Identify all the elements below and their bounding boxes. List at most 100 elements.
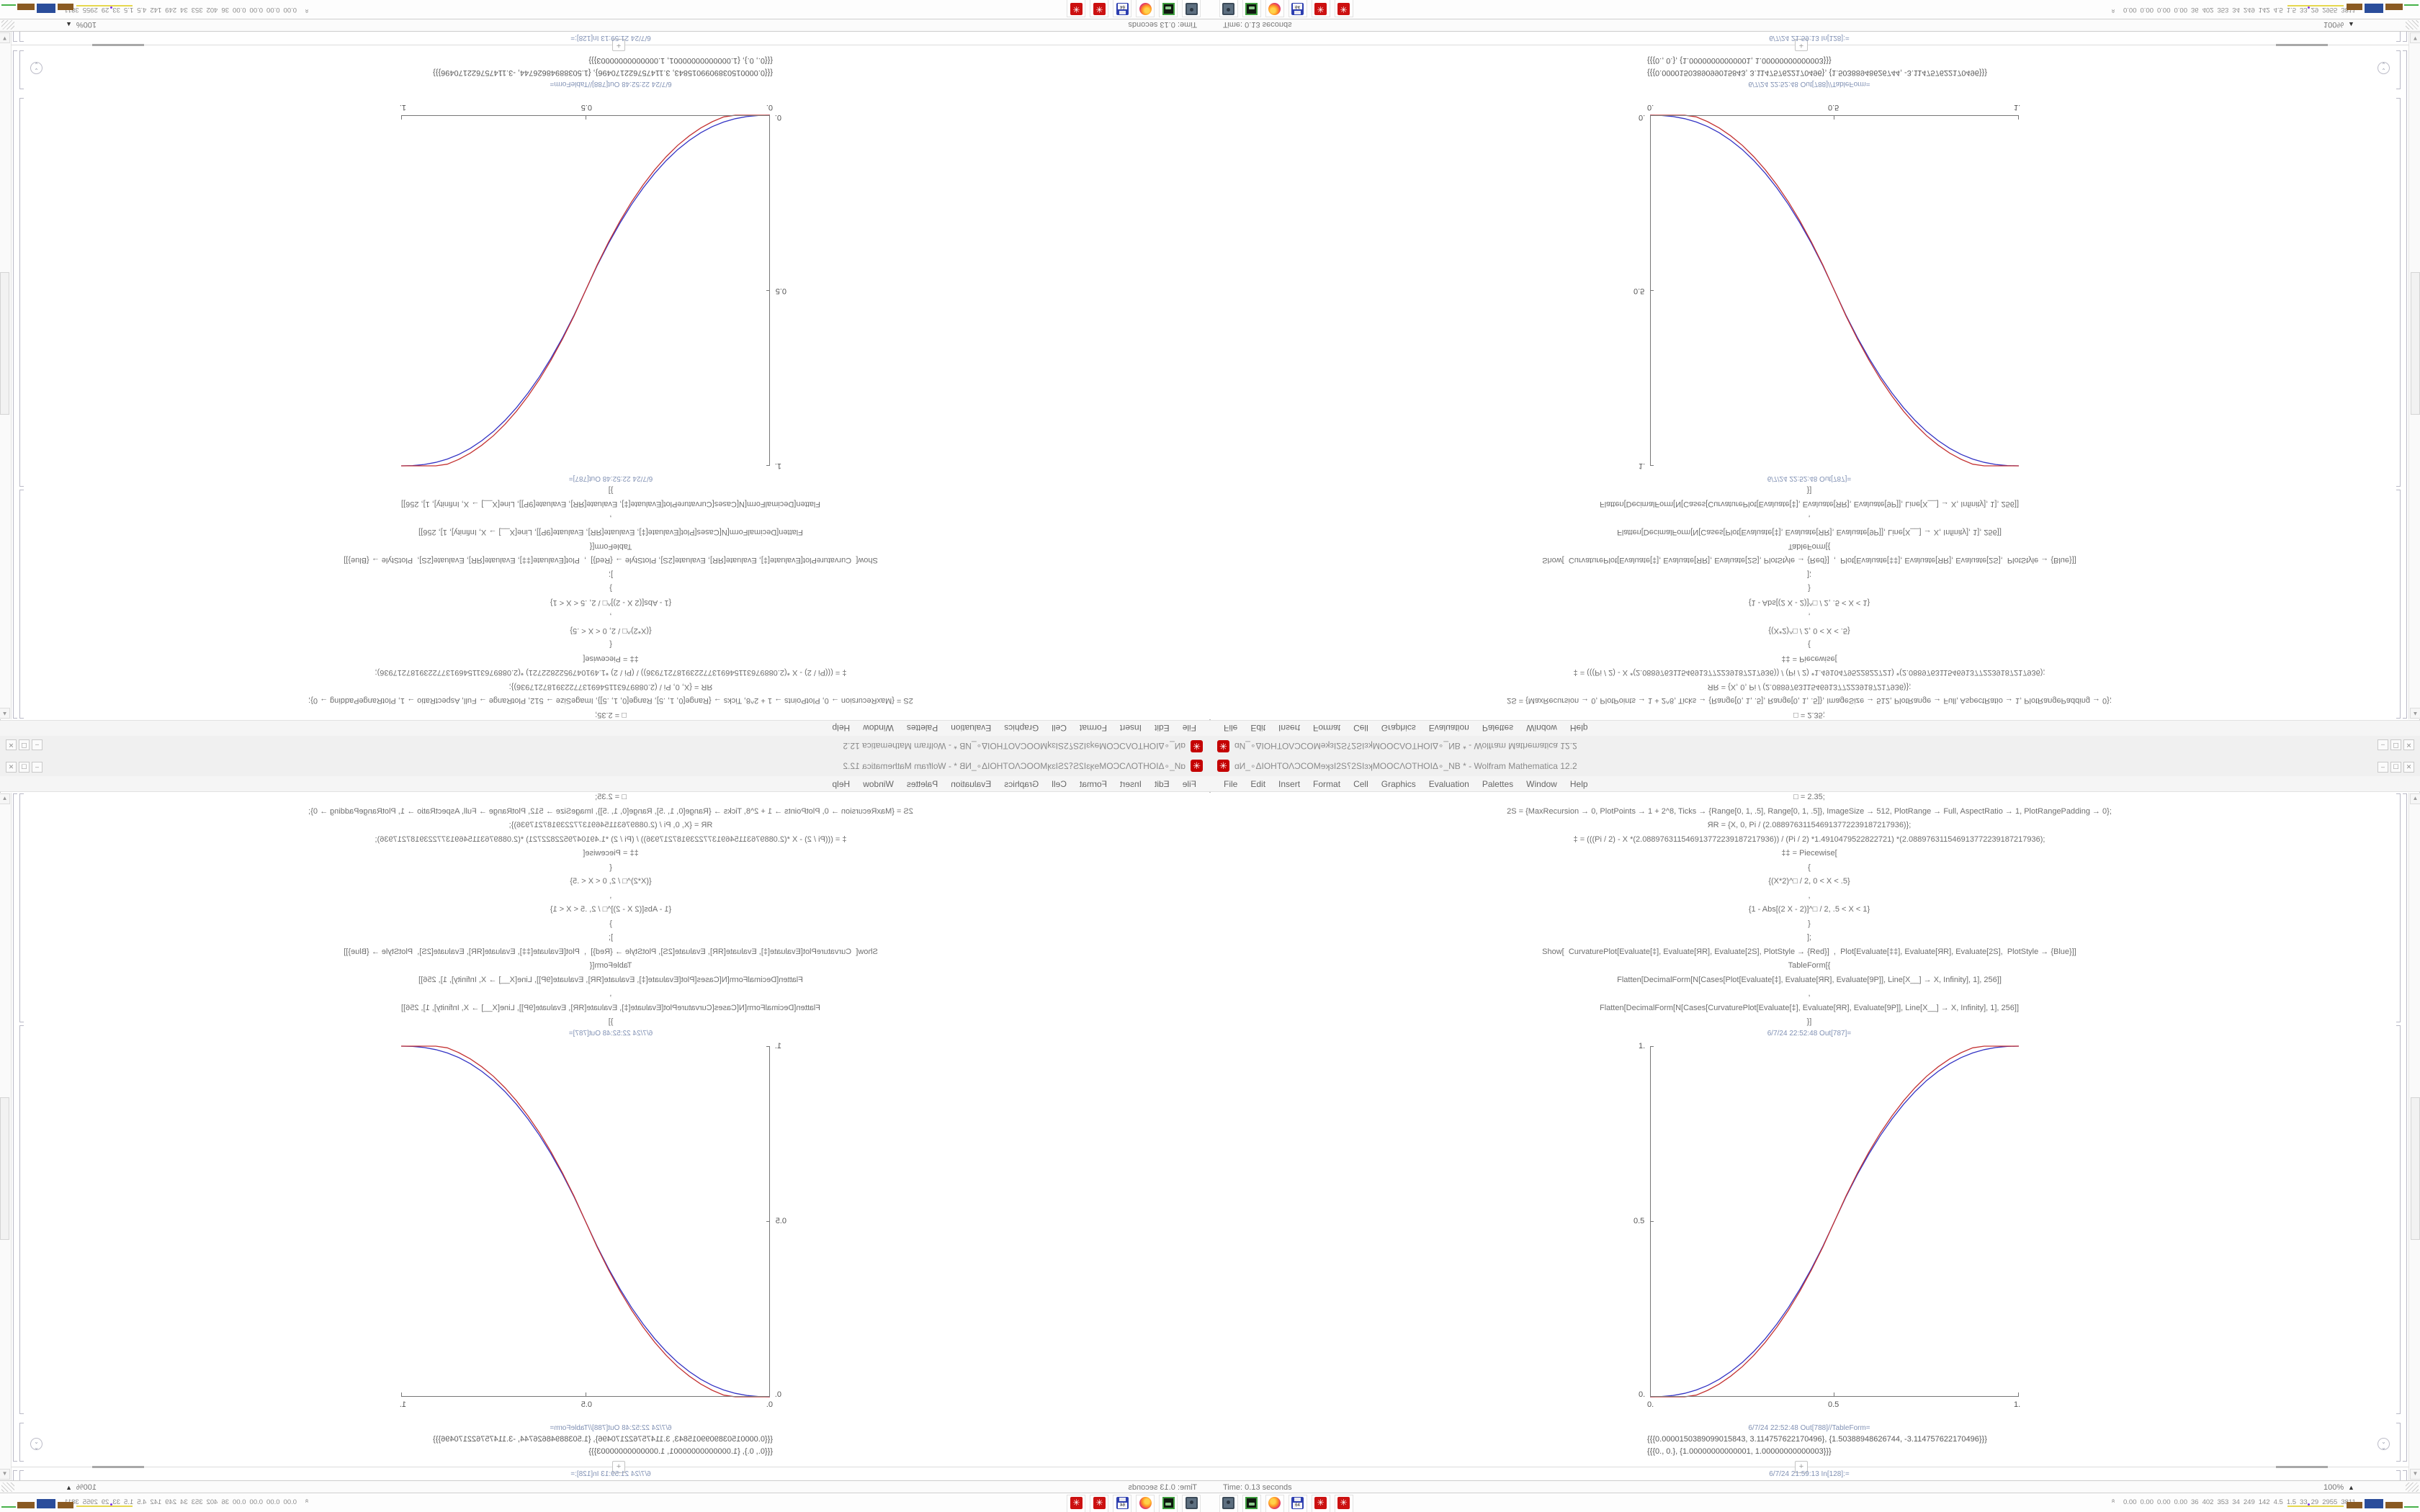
mathematica-frontend-icon[interactable]: ✳ [1335,0,1353,17]
floppy-64-icon[interactable]: 64 [1113,1495,1131,1512]
screenshot-tool-icon[interactable] [1219,1495,1238,1512]
menu-graphics[interactable]: Graphics [1004,778,1039,789]
title-bar[interactable]: ✳ ɑИ_∘ΔΙΟΗΤΟΛϽϹΟΜɘʞɜΙ2S⸮2SΙɜʞΜΟΟϹΛΟΤΗΟΙΔ… [0,756,1210,776]
menu-graphics[interactable]: Graphics [1004,723,1039,734]
menu-file[interactable]: File [1224,778,1238,789]
input-cell-code[interactable]: □ = 2.35; 2S = {MaxRecursion → 0, PlotPo… [12,791,1210,1030]
scroll-up-icon[interactable]: ▲ [0,793,10,804]
input-cell-code[interactable]: □ = 2.35; 2S = {MaxRecursion → 0, PlotPo… [1210,483,2408,722]
scroll-down-icon[interactable]: ▼ [2410,1469,2420,1480]
in128-cell-bracket[interactable] [19,30,24,42]
close-button[interactable]: ✕ [6,739,17,750]
tray-expand-icon[interactable]: » [302,9,311,12]
menu-graphics[interactable]: Graphics [1381,778,1416,789]
menu-edit[interactable]: Edit [1154,723,1170,734]
mathematica-frontend-icon[interactable]: ✳ [1067,0,1085,17]
menu-edit[interactable]: Edit [1250,723,1266,734]
out788-cell-bracket[interactable] [2396,50,2401,89]
tray-expand-icon[interactable]: » [302,1500,311,1503]
scroll-up-icon[interactable]: ▲ [0,708,10,719]
tray-expand-icon[interactable]: » [2109,1500,2118,1503]
zoom-level[interactable]: 100% [76,20,97,29]
tray-expand-icon[interactable]: » [2109,9,2118,12]
menu-file[interactable]: File [1224,723,1238,734]
resize-grip-icon[interactable] [1,1482,14,1492]
cell-group-bracket[interactable] [2403,793,2407,1462]
terminal-icon[interactable] [1159,0,1178,17]
resize-grip-icon[interactable] [2406,20,2419,30]
menu-graphics[interactable]: Graphics [1381,723,1416,734]
menu-insert[interactable]: Insert [1119,723,1142,734]
menu-file[interactable]: File [1182,778,1196,789]
zoom-menu-arrow-icon[interactable]: ▲ [2348,21,2354,28]
scroll-to-end-button[interactable]: ⌄ ⌄ [30,1438,42,1451]
cell-group-bracket[interactable] [13,793,17,1462]
screenshot-tool-icon[interactable] [1219,0,1238,17]
menu-evaluation[interactable]: Evaluation [951,723,992,734]
mathematica-frontend-icon[interactable]: ✳ [1335,1495,1353,1512]
title-bar[interactable]: ✳ ɑИ_∘ΔΙΟΗΤΟΛϽϹΟΜɘʞɜΙ2S⸮2SΙɜʞΜΟΟϹΛΟΤΗΟΙΔ… [0,736,1210,756]
vertical-scrollbar[interactable]: ▲ ▼ [0,32,12,719]
menu-insert[interactable]: Insert [1278,778,1301,789]
close-button[interactable]: ✕ [2403,739,2414,750]
menu-format[interactable]: Format [1313,723,1341,734]
input-cell-bracket[interactable] [19,793,24,1022]
input-cell-code[interactable]: □ = 2.35; 2S = {MaxRecursion → 0, PlotPo… [1210,791,2408,1030]
input-cell-bracket[interactable] [2396,793,2401,1022]
maximize-button[interactable]: ☐ [2390,762,2401,773]
out787-cell-bracket[interactable] [2396,1025,2401,1414]
menu-palettes[interactable]: Palettes [1482,778,1514,789]
close-button[interactable]: ✕ [6,762,17,773]
vertical-scrollbar[interactable]: ▲ ▼ [2408,32,2420,719]
scroll-to-end-button[interactable]: ⌄ ⌄ [30,61,42,74]
zoom-level[interactable]: 100% [76,1483,97,1492]
menu-file[interactable]: File [1182,723,1196,734]
minimize-button[interactable]: – [2378,762,2388,773]
out787-cell-bracket[interactable] [2396,98,2401,487]
menu-format[interactable]: Format [1313,778,1341,789]
menu-edit[interactable]: Edit [1154,778,1170,789]
menu-cell[interactable]: Cell [1052,723,1067,734]
firefox-icon[interactable] [1136,0,1155,17]
in128-cell-bracket[interactable] [2396,30,2401,42]
menu-help[interactable]: Help [1569,723,1588,734]
floppy-64-icon[interactable]: 64 [1289,0,1307,17]
in128-group-bracket[interactable] [2403,30,2407,42]
firefox-icon[interactable] [1265,0,1284,17]
input-cell-bracket[interactable] [2396,490,2401,719]
menu-window[interactable]: Window [1526,778,1557,789]
mathematica-kernel-icon[interactable]: ✳ [1090,1495,1108,1512]
menu-palettes[interactable]: Palettes [906,778,938,789]
menu-evaluation[interactable]: Evaluation [1428,723,1469,734]
menu-window[interactable]: Window [863,778,894,789]
input-cell-bracket[interactable] [19,490,24,719]
menu-window[interactable]: Window [863,723,894,734]
scrollbar-thumb[interactable] [0,1097,9,1240]
zoom-menu-arrow-icon[interactable]: ▲ [2348,1484,2354,1491]
menu-evaluation[interactable]: Evaluation [1428,778,1469,789]
resize-grip-icon[interactable] [1,20,14,30]
zoom-level[interactable]: 100% [2323,20,2344,29]
menu-format[interactable]: Format [1079,778,1107,789]
menu-insert[interactable]: Insert [1119,778,1142,789]
firefox-icon[interactable] [1136,1495,1155,1512]
firefox-icon[interactable] [1265,1495,1284,1512]
scroll-to-end-button[interactable]: ⌄ ⌄ [2378,61,2390,74]
cell-group-bracket[interactable] [2403,50,2407,719]
in128-group-bracket[interactable] [13,30,17,42]
terminal-icon[interactable] [1159,1495,1178,1512]
menu-cell[interactable]: Cell [1353,778,1368,789]
scroll-down-icon[interactable]: ▼ [2410,32,2420,43]
menu-cell[interactable]: Cell [1052,778,1067,789]
menu-insert[interactable]: Insert [1278,723,1301,734]
insert-cell-plus-button[interactable]: + [1795,1461,1808,1473]
out788-cell-bracket[interactable] [19,1423,24,1462]
scroll-to-end-button[interactable]: ⌄ ⌄ [2378,1438,2390,1451]
menu-window[interactable]: Window [1526,723,1557,734]
out788-cell-bracket[interactable] [19,50,24,89]
maximize-button[interactable]: ☐ [2390,739,2401,750]
vertical-scrollbar[interactable]: ▲ ▼ [0,793,12,1480]
floppy-64-icon[interactable]: 64 [1113,0,1131,17]
title-bar[interactable]: ✳ ɑИ_∘ΔΙΟΗΤΟΛϽϹΟΜɘʞɜΙ2S⸮2SΙɜʞΜΟΟϹΛΟΤΗΟΙΔ… [1210,736,2420,756]
scrollbar-thumb[interactable] [2411,1097,2420,1240]
